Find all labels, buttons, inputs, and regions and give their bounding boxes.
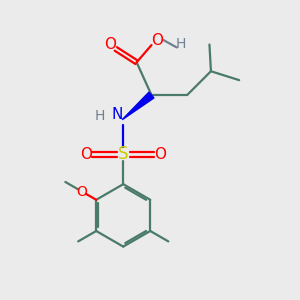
Text: O: O [104, 37, 116, 52]
Text: H: H [94, 109, 105, 123]
Text: S: S [118, 146, 128, 164]
Text: H: H [176, 38, 186, 52]
Text: O: O [76, 184, 88, 199]
Polygon shape [122, 92, 154, 120]
Text: N: N [112, 107, 123, 122]
Text: O: O [154, 147, 166, 162]
Text: O: O [80, 147, 92, 162]
Text: O: O [152, 32, 164, 47]
